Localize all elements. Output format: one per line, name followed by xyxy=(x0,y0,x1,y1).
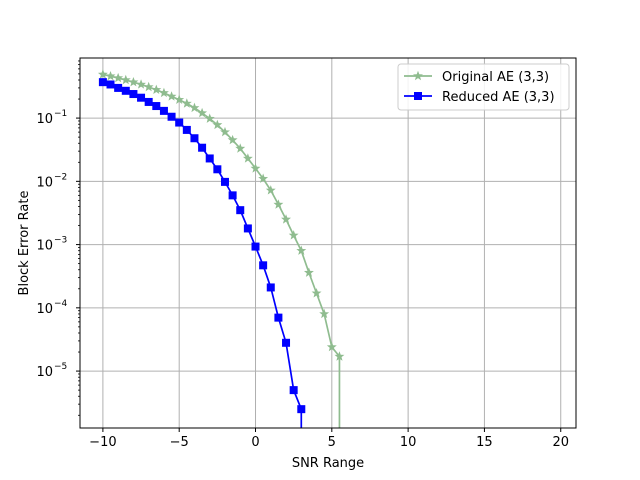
y-tick-base: 10 xyxy=(36,112,53,127)
data-point xyxy=(274,313,283,322)
data-point xyxy=(136,79,146,89)
data-point xyxy=(144,97,153,106)
data-point xyxy=(121,86,130,95)
data-point xyxy=(259,261,268,270)
legend-entry: Reduced AE (3,3) xyxy=(404,90,555,105)
y-tick-exponent: −1 xyxy=(54,109,67,119)
y-tick-label: 10 xyxy=(36,239,53,254)
y-tick-base: 10 xyxy=(36,302,53,317)
x-tick-label: 20 xyxy=(552,435,569,450)
x-tick-label: −10 xyxy=(89,435,116,450)
data-point xyxy=(137,93,146,102)
data-point xyxy=(303,267,314,277)
data-point xyxy=(128,76,139,87)
data-point xyxy=(213,165,222,174)
data-point xyxy=(181,98,192,108)
data-point xyxy=(258,173,269,183)
data-point xyxy=(182,125,191,134)
data-point xyxy=(152,102,161,111)
data-point xyxy=(197,107,208,118)
data-point xyxy=(326,341,337,352)
data-point xyxy=(198,143,207,152)
legend-entry: Original AE (3,3) xyxy=(404,70,549,85)
data-point xyxy=(158,87,169,98)
y-tick-label: 10 xyxy=(36,175,53,190)
y-tick-base: 10 xyxy=(36,365,53,380)
data-point xyxy=(296,245,307,255)
legend: Original AE (3,3) Reduced AE (3,3) xyxy=(397,63,570,111)
data-point xyxy=(204,113,215,123)
y-tick-label: 10 xyxy=(36,365,53,380)
data-point xyxy=(297,405,306,414)
data-point xyxy=(97,69,108,79)
data-point xyxy=(227,134,238,145)
x-axis-label: SNR Range xyxy=(292,456,364,471)
data-point xyxy=(288,230,299,240)
series-1 xyxy=(97,69,345,428)
data-point xyxy=(114,83,123,92)
y-tick-exponent: −3 xyxy=(54,236,67,246)
data-point xyxy=(143,81,154,92)
data-point xyxy=(250,163,261,173)
data-point xyxy=(105,70,116,81)
data-point xyxy=(319,308,330,319)
legend-box xyxy=(397,63,570,111)
y-tick-label: 10 xyxy=(36,112,53,127)
data-point xyxy=(113,72,124,83)
x-tick-label: −5 xyxy=(170,435,189,450)
data-point xyxy=(266,283,275,292)
data-point xyxy=(228,191,237,200)
data-point xyxy=(282,338,291,347)
y-tick-base: 10 xyxy=(36,239,53,254)
data-point xyxy=(334,351,345,361)
data-point xyxy=(251,242,260,251)
y-tick-exponent: −4 xyxy=(54,299,68,309)
data-point xyxy=(212,119,223,130)
data-point xyxy=(281,214,291,224)
data-point xyxy=(205,154,214,163)
data-point xyxy=(235,143,246,153)
x-tick-label: 5 xyxy=(328,435,336,450)
data-point xyxy=(129,90,138,99)
data-point xyxy=(166,91,177,101)
y-tick-label: 10 xyxy=(36,302,53,317)
data-point xyxy=(243,224,252,233)
series-layer xyxy=(97,69,345,428)
data-point xyxy=(98,78,107,87)
data-point xyxy=(120,74,131,85)
data-point xyxy=(106,80,115,89)
data-point xyxy=(174,94,185,104)
legend-marker xyxy=(413,70,423,81)
x-tick-label: 15 xyxy=(476,435,493,450)
data-point xyxy=(236,206,245,215)
data-point xyxy=(190,134,199,143)
data-point xyxy=(220,126,230,137)
y-axis-label: Block Error Rate xyxy=(17,191,32,296)
x-tick-label: 0 xyxy=(251,435,259,450)
data-point xyxy=(167,112,176,121)
y-tick-exponent: −5 xyxy=(54,362,67,372)
data-point xyxy=(242,153,253,163)
data-point xyxy=(265,185,276,195)
data-point xyxy=(189,102,200,113)
y-tick-base: 10 xyxy=(36,175,53,190)
data-point xyxy=(151,84,162,95)
data-point xyxy=(311,288,322,298)
data-point xyxy=(175,118,184,127)
series-2 xyxy=(98,78,306,428)
legend-label: Original AE (3,3) xyxy=(442,70,549,85)
data-point xyxy=(159,106,168,115)
legend-label: Reduced AE (3,3) xyxy=(442,90,555,105)
legend-marker xyxy=(414,92,422,100)
data-point xyxy=(289,386,298,395)
x-tick-label: 10 xyxy=(400,435,417,450)
data-point xyxy=(220,177,229,186)
y-tick-exponent: −2 xyxy=(54,172,67,182)
axes-frame xyxy=(79,57,577,429)
data-point xyxy=(273,199,284,209)
